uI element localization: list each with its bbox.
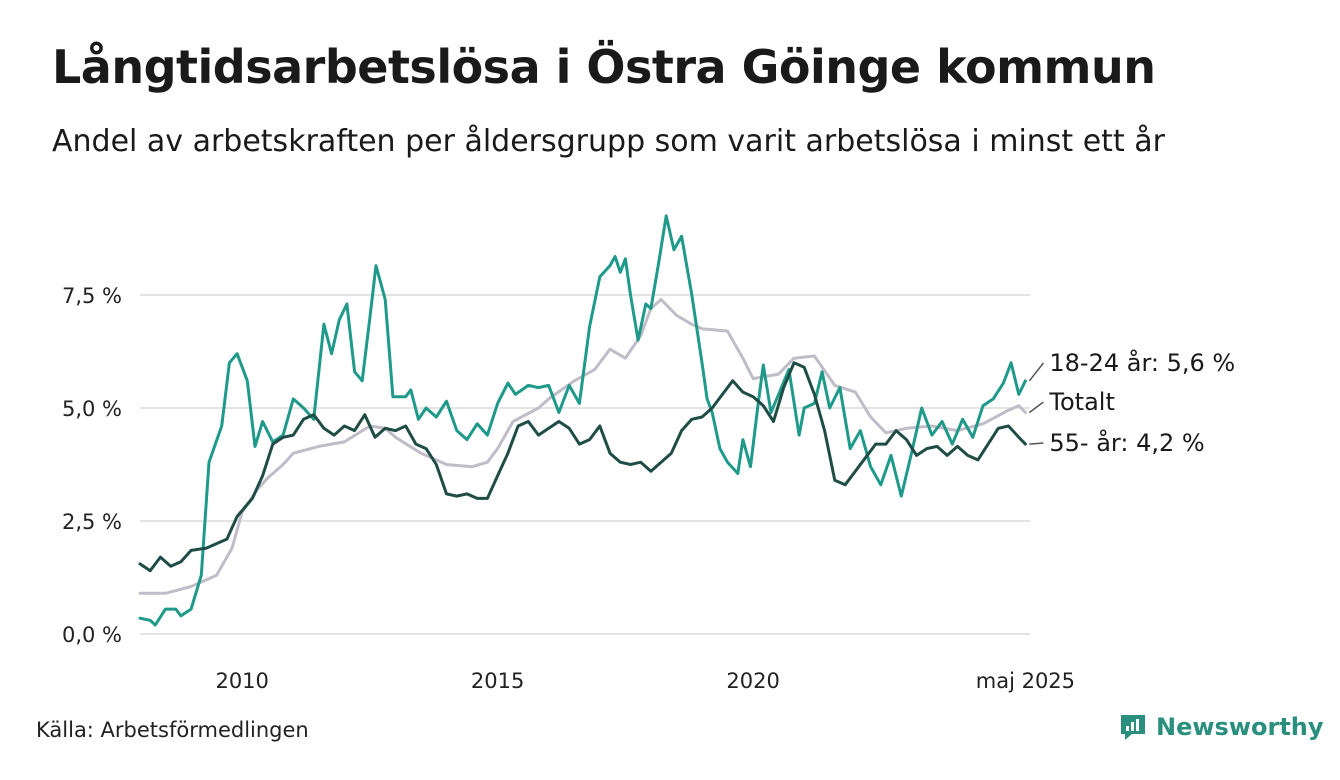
x-tick-label: 2020: [726, 669, 779, 693]
source-note: Källa: Arbetsförmedlingen: [36, 718, 309, 742]
series-label-youth: 18-24 år: 5,6 %: [1049, 348, 1235, 377]
y-axis-labels: 0,0 % 2,5 % 5,0 % 7,5 %: [62, 284, 122, 647]
y-tick-label: 7,5 %: [62, 284, 122, 308]
series-label-total: Totalt: [1048, 388, 1114, 416]
series-label-senior: 55- år: 4,2 %: [1049, 428, 1204, 457]
chart-subtitle: Andel av arbetskraften per åldersgrupp s…: [52, 124, 1165, 159]
y-tick-label: 5,0 %: [62, 397, 122, 421]
brand-logo: Newsworthy: [1118, 712, 1324, 742]
series-line-senior: [138, 361, 1027, 573]
series-label-connector: [1028, 362, 1044, 382]
series-line-total: [138, 298, 1027, 595]
chart-title: Långtidsarbetslösa i Östra Göinge kommun: [52, 40, 1156, 94]
brand-name: Newsworthy: [1156, 713, 1324, 741]
y-tick-label: 0,0 %: [62, 623, 122, 647]
series-label-connector: [1028, 401, 1044, 414]
y-tick-label: 2,5 %: [62, 510, 122, 534]
x-tick-label: 2015: [471, 669, 524, 693]
grid-lines: [140, 294, 1030, 635]
x-tick-label: 2010: [215, 669, 268, 693]
newsworthy-icon: [1121, 715, 1145, 740]
series-line-youth: [138, 214, 1027, 627]
x-axis-labels: 2010 2015 2020 maj 2025: [215, 669, 1075, 693]
series-label-connector: [1029, 442, 1044, 445]
x-tick-label: maj 2025: [976, 669, 1075, 693]
series-lines: [138, 214, 1027, 627]
series-labels: Totalt 18-24 år: 5,6 % 55- år: 4,2 %: [1028, 348, 1235, 457]
